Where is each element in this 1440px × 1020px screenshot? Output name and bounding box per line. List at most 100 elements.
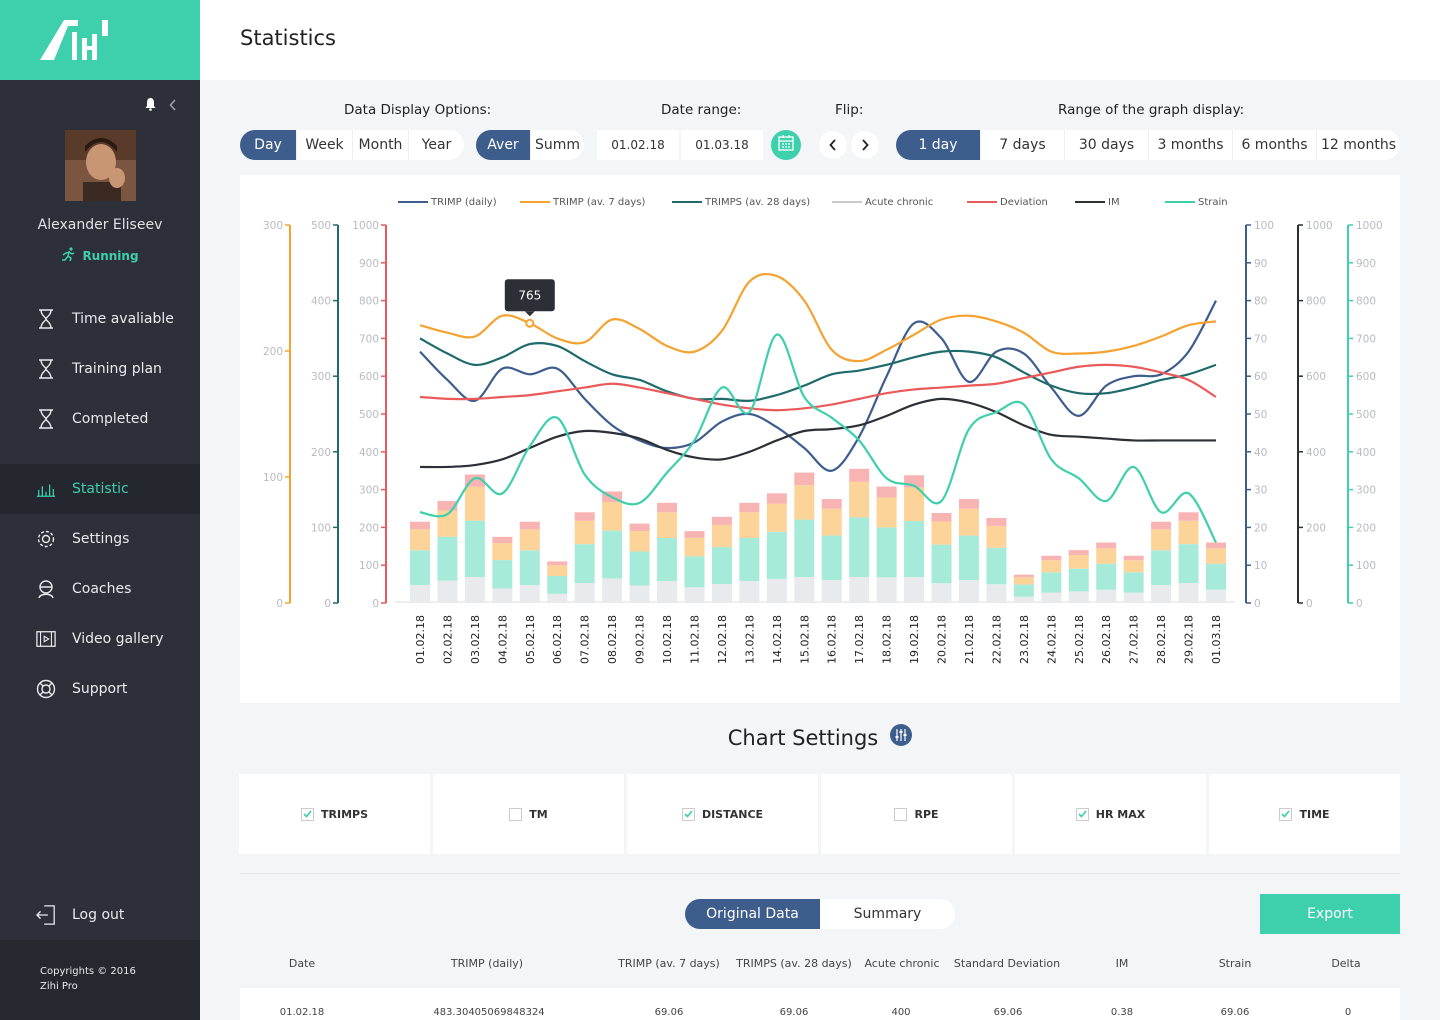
bar-segment bbox=[958, 580, 979, 603]
bar-segment bbox=[958, 499, 979, 509]
date-from-input[interactable]: 01.02.18 bbox=[597, 130, 679, 160]
logout-button[interactable]: Log out bbox=[0, 890, 200, 940]
tooltip-box bbox=[504, 279, 555, 312]
bar-segment bbox=[410, 529, 430, 551]
bar-segment bbox=[574, 520, 595, 545]
period-week[interactable]: Week bbox=[296, 130, 352, 160]
period-day[interactable]: Day bbox=[240, 130, 296, 160]
column-header[interactable]: TRIMP (daily) bbox=[450, 957, 524, 970]
option-label: RPE bbox=[914, 807, 939, 821]
column-header[interactable]: IM bbox=[1115, 957, 1129, 970]
range-12-months[interactable]: 12 months bbox=[1316, 130, 1400, 160]
copyright: Copyrights © 2016 Zihi Pro bbox=[0, 940, 200, 1020]
export-button[interactable]: Export bbox=[1260, 894, 1400, 934]
period-year[interactable]: Year bbox=[408, 130, 464, 160]
avatar[interactable] bbox=[65, 130, 136, 201]
sidebar-item-label: Time avaliable bbox=[72, 311, 174, 327]
range-6-months[interactable]: 6 months bbox=[1232, 130, 1316, 160]
collapse-chevron-icon[interactable] bbox=[169, 96, 177, 115]
calendar-button[interactable] bbox=[771, 130, 801, 160]
period-month[interactable]: Month bbox=[352, 130, 408, 160]
right-axis-tick-label: 90 bbox=[1254, 258, 1267, 270]
right-axis-tick-label: 500 bbox=[1356, 409, 1376, 421]
bar-segment bbox=[684, 537, 705, 557]
right-axis-tick-label: 70 bbox=[1254, 333, 1267, 345]
checkbox-unchecked-icon[interactable] bbox=[894, 807, 908, 821]
logo[interactable] bbox=[0, 0, 200, 80]
gear-icon bbox=[36, 529, 56, 549]
flip-prev-button[interactable] bbox=[819, 131, 847, 159]
series-line bbox=[419, 363, 1217, 412]
x-tick-label: 16.02.18 bbox=[826, 615, 839, 664]
bar-segment bbox=[464, 577, 485, 603]
bar-segment bbox=[1151, 521, 1172, 530]
option-trimps[interactable]: TRIMPS bbox=[239, 774, 430, 854]
table-cell: 69.06 bbox=[1220, 1007, 1250, 1018]
sidebar-item-completed[interactable]: Completed bbox=[0, 394, 200, 444]
flip-next-button[interactable] bbox=[851, 131, 879, 159]
column-header[interactable]: Date bbox=[288, 957, 316, 970]
checkbox-checked-icon[interactable] bbox=[1075, 807, 1089, 821]
bar-segment bbox=[876, 577, 897, 603]
agg-aver[interactable]: Aver bbox=[476, 130, 530, 160]
legend-label: Deviation bbox=[1000, 197, 1048, 208]
left-axis-tick-label: 0 bbox=[372, 598, 379, 610]
date-to-input[interactable]: 01.03.18 bbox=[681, 130, 763, 160]
range-30-days[interactable]: 30 days bbox=[1064, 130, 1148, 160]
sidebar-item-label: Coaches bbox=[72, 581, 132, 597]
bar-segment bbox=[766, 578, 787, 603]
x-tick-label: 02.02.18 bbox=[441, 615, 454, 664]
bar-segment bbox=[711, 584, 732, 603]
bar-segment bbox=[1096, 563, 1117, 590]
graph-range-toggle: 1 day 7 days 30 days 3 months 6 months 1… bbox=[896, 130, 1400, 160]
bar-segment bbox=[849, 517, 870, 577]
bar-segment bbox=[1096, 548, 1117, 564]
left-axis-tick-label: 100 bbox=[311, 522, 331, 534]
option-time[interactable]: TIME bbox=[1209, 774, 1400, 854]
range-1-day[interactable]: 1 day bbox=[896, 130, 980, 160]
bar-segment bbox=[904, 487, 925, 522]
column-header[interactable]: Strain bbox=[1218, 957, 1252, 970]
checkbox-checked-icon[interactable] bbox=[681, 807, 695, 821]
option-hr-max[interactable]: HR MAX bbox=[1015, 774, 1206, 854]
sliders-icon[interactable] bbox=[890, 724, 913, 751]
option-tm[interactable]: TM bbox=[433, 774, 624, 854]
bar-segment bbox=[876, 486, 897, 498]
x-tick-label: 21.02.18 bbox=[963, 615, 976, 664]
sidebar-item-training-plan[interactable]: Training plan bbox=[0, 344, 200, 394]
sidebar-item-coaches[interactable]: Coaches bbox=[0, 564, 200, 614]
tab-summary[interactable]: Summary bbox=[853, 906, 922, 922]
right-axis-tick-label: 0 bbox=[1356, 598, 1363, 610]
option-rpe[interactable]: RPE bbox=[821, 774, 1012, 854]
sidebar-item-support[interactable]: Support bbox=[0, 664, 200, 714]
series-line bbox=[419, 333, 1217, 544]
sidebar-item-label: Support bbox=[72, 681, 128, 697]
sidebar-item-statistic[interactable]: Statistic bbox=[0, 464, 200, 514]
chart-settings-title: Chart Settings bbox=[727, 725, 879, 750]
column-header[interactable]: TRIMPS (av. 28 days) bbox=[736, 957, 852, 970]
range-3-months[interactable]: 3 months bbox=[1148, 130, 1232, 160]
checkbox-checked-icon[interactable] bbox=[1279, 807, 1293, 821]
checkbox-checked-icon[interactable] bbox=[301, 807, 314, 821]
option-distance[interactable]: DISTANCE bbox=[627, 774, 818, 854]
table-cell: 400 bbox=[891, 1007, 911, 1018]
range-7-days[interactable]: 7 days bbox=[980, 130, 1064, 160]
column-header[interactable]: Acute chronic bbox=[864, 957, 940, 970]
bell-icon[interactable] bbox=[144, 96, 157, 115]
sidebar-item-video-gallery[interactable]: Video gallery bbox=[0, 614, 200, 664]
column-header[interactable]: Standard Deviation bbox=[953, 957, 1061, 970]
checkbox-unchecked-icon[interactable] bbox=[509, 807, 523, 821]
sidebar-item-settings[interactable]: Settings bbox=[0, 514, 200, 564]
legend-label: TRIMP (daily) bbox=[430, 197, 497, 208]
bar-segment bbox=[711, 524, 732, 548]
table-row[interactable] bbox=[240, 988, 1400, 1020]
left-axis-tick-label: 100 bbox=[263, 472, 283, 484]
agg-summ[interactable]: Summ bbox=[530, 130, 584, 160]
column-header[interactable]: Delta bbox=[1331, 957, 1361, 970]
x-tick-label: 11.02.18 bbox=[688, 615, 701, 664]
sidebar-item-time-available[interactable]: Time avaliable bbox=[0, 294, 200, 344]
tab-original-data[interactable]: Original Data bbox=[685, 899, 820, 929]
right-axis-tick-label: 800 bbox=[1306, 296, 1326, 308]
x-tick-label: 06.02.18 bbox=[551, 615, 564, 664]
column-header[interactable]: TRIMP (av. 7 days) bbox=[618, 957, 720, 970]
